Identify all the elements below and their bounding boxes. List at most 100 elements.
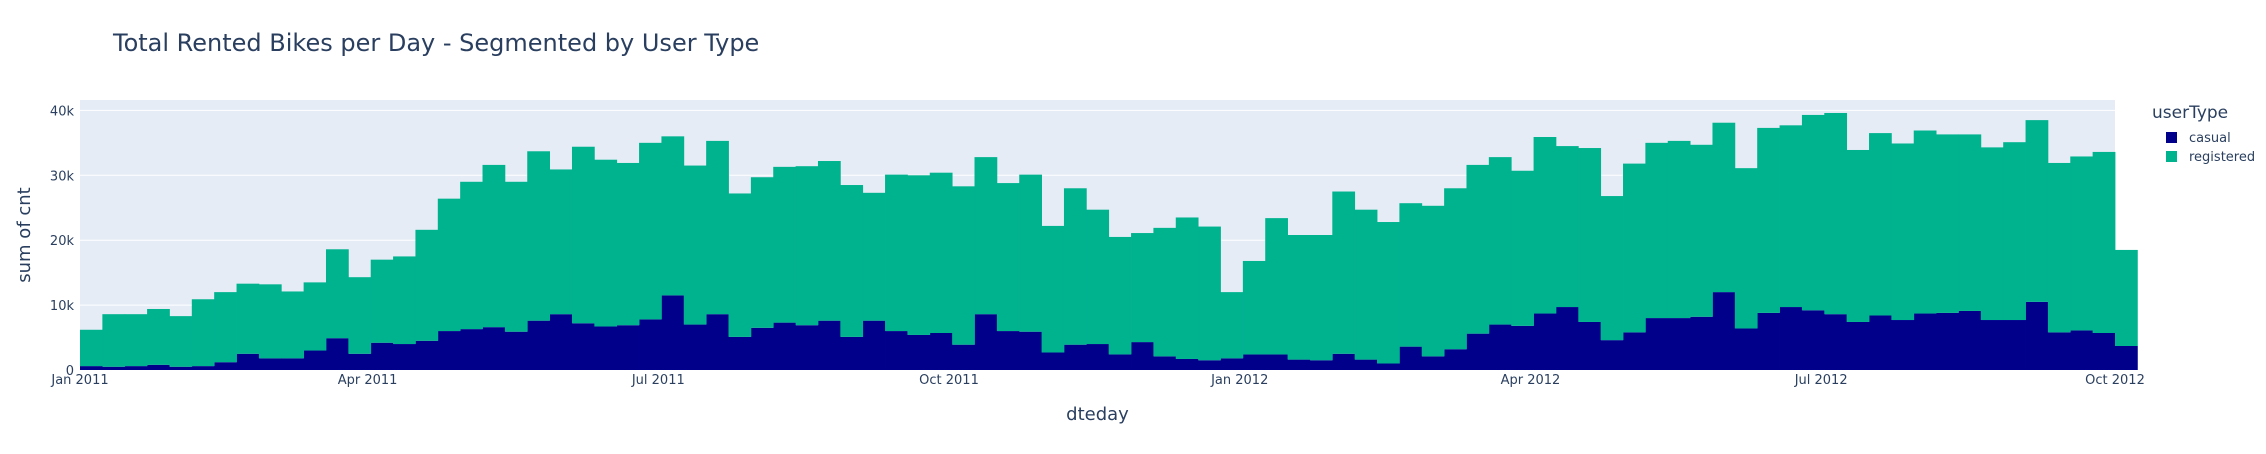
bar-registered[interactable] bbox=[706, 140, 729, 315]
bar-registered[interactable] bbox=[1131, 233, 1154, 343]
bar-casual[interactable] bbox=[1220, 358, 1244, 370]
bar-casual[interactable] bbox=[862, 320, 886, 370]
bar-casual[interactable] bbox=[1555, 307, 1579, 370]
bar-casual[interactable] bbox=[1913, 313, 1937, 370]
bar-casual[interactable] bbox=[1578, 321, 1602, 370]
bar-casual[interactable] bbox=[639, 319, 662, 370]
bar-casual[interactable] bbox=[1980, 320, 2004, 370]
bar-registered[interactable] bbox=[2115, 249, 2138, 346]
bar-registered[interactable] bbox=[1444, 188, 1467, 350]
bar-registered[interactable] bbox=[2025, 120, 2049, 302]
bar-registered[interactable] bbox=[1242, 260, 1266, 355]
bar-registered[interactable] bbox=[1220, 292, 1244, 359]
bar-registered[interactable] bbox=[1309, 235, 1333, 361]
bar-casual[interactable] bbox=[1332, 353, 1356, 370]
bar-casual[interactable] bbox=[817, 320, 841, 370]
bar-casual[interactable] bbox=[236, 353, 260, 370]
bar-casual[interactable] bbox=[191, 366, 215, 370]
bar-registered[interactable] bbox=[2070, 156, 2094, 331]
bar-registered[interactable] bbox=[191, 299, 215, 367]
bar-casual[interactable] bbox=[1377, 363, 1400, 370]
bar-casual[interactable] bbox=[2092, 333, 2116, 370]
bar-casual[interactable] bbox=[2070, 330, 2094, 370]
bar-registered[interactable] bbox=[460, 181, 483, 330]
bar-casual[interactable] bbox=[1824, 314, 1848, 370]
bar-registered[interactable] bbox=[1153, 227, 1177, 357]
bar-casual[interactable] bbox=[303, 350, 327, 370]
bar-casual[interactable] bbox=[1690, 316, 1713, 370]
bar-casual[interactable] bbox=[661, 295, 685, 370]
bar-registered[interactable] bbox=[817, 161, 841, 321]
bar-registered[interactable] bbox=[1645, 142, 1669, 319]
bar-casual[interactable] bbox=[437, 331, 461, 370]
bar-registered[interactable] bbox=[1712, 122, 1736, 293]
bar-casual[interactable] bbox=[2115, 345, 2138, 370]
legend[interactable]: userType casual registered bbox=[2152, 103, 2255, 165]
bar-registered[interactable] bbox=[840, 185, 864, 337]
bar-casual[interactable] bbox=[1399, 346, 1423, 370]
bar-casual[interactable] bbox=[370, 342, 394, 370]
bar-registered[interactable] bbox=[1600, 196, 1624, 341]
bar-registered[interactable] bbox=[482, 164, 506, 328]
bar-registered[interactable] bbox=[1690, 144, 1713, 317]
bar-casual[interactable] bbox=[1354, 359, 1378, 370]
bar-casual[interactable] bbox=[594, 326, 618, 370]
bar-casual[interactable] bbox=[124, 366, 148, 370]
bar-casual[interactable] bbox=[1063, 344, 1087, 370]
bar-casual[interactable] bbox=[1779, 307, 1803, 370]
bar-registered[interactable] bbox=[393, 256, 416, 345]
bar-casual[interactable] bbox=[1958, 310, 1982, 370]
bar-casual[interactable] bbox=[549, 314, 573, 370]
bar-registered[interactable] bbox=[1086, 209, 1110, 345]
bar-registered[interactable] bbox=[348, 277, 372, 354]
bar-casual[interactable] bbox=[996, 331, 1020, 370]
bar-casual[interactable] bbox=[1153, 356, 1177, 370]
bar-registered[interactable] bbox=[1869, 133, 1892, 316]
bar-registered[interactable] bbox=[1466, 164, 1490, 334]
bar-registered[interactable] bbox=[303, 282, 327, 351]
bar-casual[interactable] bbox=[1444, 349, 1467, 370]
bar-registered[interactable] bbox=[147, 308, 170, 365]
bar-registered[interactable] bbox=[1019, 174, 1042, 332]
bar-casual[interactable] bbox=[1667, 318, 1691, 370]
bar-casual[interactable] bbox=[1041, 352, 1065, 370]
bar-casual[interactable] bbox=[1421, 356, 1445, 370]
bar-registered[interactable] bbox=[996, 183, 1020, 332]
bar-casual[interactable] bbox=[706, 314, 729, 370]
bar-registered[interactable] bbox=[1332, 191, 1356, 354]
bar-casual[interactable] bbox=[504, 331, 528, 370]
bar-casual[interactable] bbox=[147, 364, 170, 370]
bar-registered[interactable] bbox=[571, 146, 595, 324]
bar-casual[interactable] bbox=[1757, 312, 1780, 370]
bar-casual[interactable] bbox=[1488, 324, 1512, 370]
bar-casual[interactable] bbox=[2047, 332, 2071, 370]
bar-casual[interactable] bbox=[1242, 354, 1266, 370]
bar-registered[interactable] bbox=[1265, 218, 1288, 355]
bar-registered[interactable] bbox=[1734, 168, 1758, 329]
bar-casual[interactable] bbox=[885, 331, 908, 370]
bar-registered[interactable] bbox=[124, 314, 148, 367]
bar-casual[interactable] bbox=[1936, 312, 1959, 370]
bar-registered[interactable] bbox=[639, 142, 662, 320]
bar-casual[interactable] bbox=[214, 362, 237, 370]
bar-casual[interactable] bbox=[169, 366, 193, 370]
bar-registered[interactable] bbox=[1063, 188, 1087, 345]
bar-casual[interactable] bbox=[795, 325, 819, 370]
bar-registered[interactable] bbox=[258, 284, 282, 359]
legend-item-casual[interactable]: casual bbox=[2166, 131, 2231, 146]
legend-item-registered[interactable]: registered bbox=[2166, 150, 2255, 165]
bar-registered[interactable] bbox=[1198, 226, 1221, 361]
bar-casual[interactable] bbox=[415, 340, 439, 370]
bar-casual[interactable] bbox=[1175, 358, 1199, 370]
bar-casual[interactable] bbox=[571, 323, 595, 370]
bar-registered[interactable] bbox=[102, 314, 126, 367]
bar-registered[interactable] bbox=[1354, 209, 1378, 360]
bar-casual[interactable] bbox=[683, 324, 707, 370]
bar-registered[interactable] bbox=[1287, 235, 1311, 360]
bar-registered[interactable] bbox=[1913, 130, 1937, 314]
bar-registered[interactable] bbox=[214, 292, 237, 363]
bar-registered[interactable] bbox=[616, 162, 640, 326]
bar-casual[interactable] bbox=[1019, 331, 1042, 370]
bar-casual[interactable] bbox=[1108, 354, 1132, 370]
bar-registered[interactable] bbox=[929, 172, 953, 334]
